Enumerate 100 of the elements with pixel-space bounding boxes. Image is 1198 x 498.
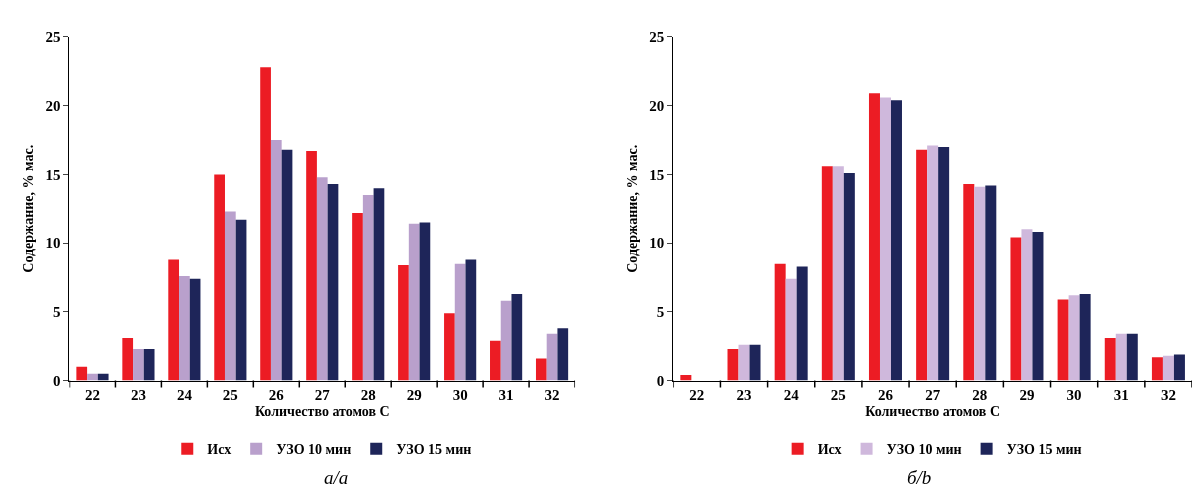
bar xyxy=(796,266,808,381)
legend-label: Исх xyxy=(817,442,842,458)
bar xyxy=(1104,337,1116,381)
bar xyxy=(1173,354,1185,381)
bar xyxy=(419,222,431,381)
bar xyxy=(738,344,750,381)
legend-label: Исх xyxy=(207,442,232,458)
x-tick-label: 31 xyxy=(1113,386,1129,403)
bar xyxy=(1057,299,1069,381)
y-tick-label: 20 xyxy=(45,97,61,114)
bar xyxy=(868,93,880,381)
bar xyxy=(1021,229,1033,381)
bar xyxy=(465,259,477,381)
y-tick-label: 25 xyxy=(45,29,61,46)
y-axis-title: Содержание, % мас. xyxy=(624,144,640,273)
x-tick-label: 23 xyxy=(736,386,752,403)
x-tick-label: 24 xyxy=(176,386,193,403)
bar xyxy=(727,348,739,381)
x-tick-label: 30 xyxy=(1066,386,1082,403)
bar xyxy=(270,140,282,381)
bar xyxy=(76,366,88,381)
y-tick-label: 15 xyxy=(45,166,61,183)
bar xyxy=(974,186,986,381)
y-tick-label: 25 xyxy=(649,29,665,46)
bar xyxy=(352,212,363,381)
bar xyxy=(1162,355,1174,381)
bar xyxy=(963,184,975,381)
bar xyxy=(938,146,950,381)
bar xyxy=(133,348,144,381)
bar xyxy=(985,185,997,381)
bar xyxy=(843,173,855,381)
bar xyxy=(444,313,455,381)
bar xyxy=(398,265,409,381)
x-tick-label: 25 xyxy=(222,386,238,403)
bar xyxy=(189,278,201,381)
bar xyxy=(281,149,293,381)
y-tick-label: 0 xyxy=(656,372,665,389)
y-tick-label: 15 xyxy=(649,166,665,183)
bar xyxy=(454,263,466,381)
x-tick-label: 28 xyxy=(360,386,376,403)
x-tick-label: 29 xyxy=(1019,386,1035,403)
bar xyxy=(535,358,547,381)
x-tick-label: 23 xyxy=(130,386,146,403)
bar xyxy=(143,348,155,381)
bar xyxy=(408,223,420,381)
bar xyxy=(1115,333,1127,381)
bar xyxy=(224,211,236,381)
x-axis-title: Количество атомов С xyxy=(865,403,1001,419)
bar xyxy=(122,337,134,381)
y-tick-label: 5 xyxy=(656,304,665,321)
x-axis-title: Количество атомов С xyxy=(254,403,390,419)
bar xyxy=(749,344,761,381)
bar xyxy=(546,333,558,381)
bar xyxy=(179,276,190,381)
x-tick-label: 30 xyxy=(452,386,468,403)
bar xyxy=(1010,237,1022,381)
legend-label: УЗО 10 мин xyxy=(886,442,962,458)
legend-label: УЗО 15 мин xyxy=(396,442,472,458)
bar xyxy=(1126,333,1138,381)
x-tick-label: 32 xyxy=(1160,386,1176,403)
text: б/b xyxy=(907,467,932,488)
bar xyxy=(260,67,271,381)
x-tick-label: 28 xyxy=(972,386,988,403)
x-tick-label: 26 xyxy=(877,386,894,403)
y-tick-label: 10 xyxy=(45,235,61,252)
x-tick-label: 24 xyxy=(783,386,800,403)
bar xyxy=(680,375,692,381)
bar xyxy=(1079,293,1091,381)
bar xyxy=(1032,232,1044,381)
bar xyxy=(821,166,833,381)
y-tick-label: 10 xyxy=(649,235,665,252)
bar xyxy=(785,278,797,381)
bar xyxy=(168,259,180,381)
y-tick-label: 0 xyxy=(52,372,61,389)
bar xyxy=(235,219,247,381)
bar xyxy=(327,184,339,381)
y-tick-label: 20 xyxy=(649,97,665,114)
y-tick-label: 5 xyxy=(52,304,61,321)
bar xyxy=(373,188,385,381)
y-axis-title: Содержание, % мас. xyxy=(21,144,37,273)
x-tick-label: 26 xyxy=(268,386,285,403)
bar xyxy=(916,149,928,381)
bar xyxy=(557,328,569,381)
bar xyxy=(927,145,939,381)
legend-label: УЗО 10 мин xyxy=(276,442,352,458)
bar xyxy=(1068,295,1080,381)
bar xyxy=(774,263,786,381)
bar xyxy=(214,174,225,381)
bar xyxy=(879,97,891,381)
bar xyxy=(1151,357,1163,381)
legend-label: УЗО 15 мин xyxy=(1006,442,1082,458)
x-tick-label: 32 xyxy=(544,386,560,403)
x-tick-label: 22 xyxy=(84,386,100,403)
bar xyxy=(306,151,317,381)
x-tick-label: 22 xyxy=(689,386,705,403)
bar xyxy=(890,100,902,381)
bar xyxy=(316,177,328,381)
bar xyxy=(500,300,512,381)
text: а/a xyxy=(324,467,349,488)
x-tick-label: 27 xyxy=(314,386,331,403)
